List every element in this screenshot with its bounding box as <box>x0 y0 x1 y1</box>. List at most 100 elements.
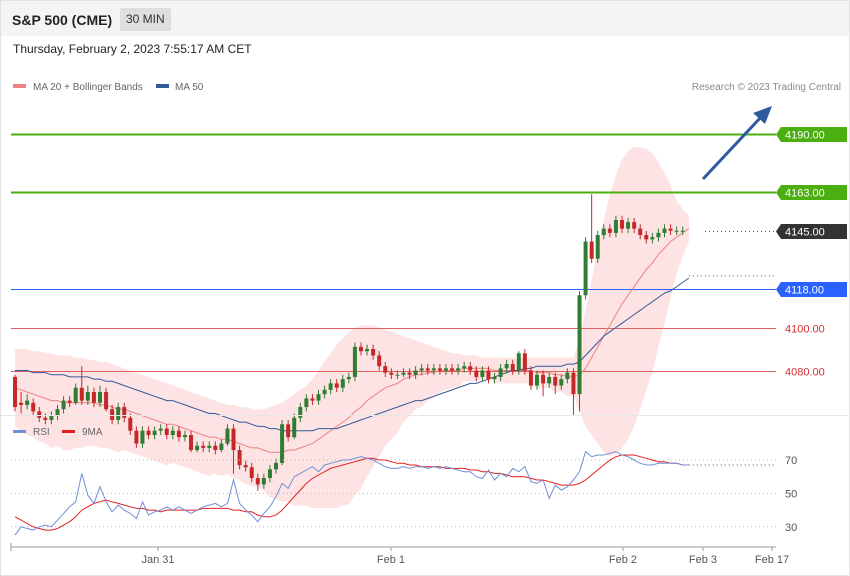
candle-body <box>280 424 285 463</box>
candle-body <box>498 368 503 377</box>
bollinger-band <box>15 146 689 509</box>
candle-body <box>668 228 673 231</box>
legend-rsi-swatch <box>13 430 26 433</box>
header-bar: S&P 500 (CME) 30 MIN <box>1 1 849 36</box>
candle-body <box>104 392 109 410</box>
candle-body <box>456 368 461 371</box>
level-label-4118.00: 4118.00 <box>785 285 824 297</box>
forecast-arrow <box>701 114 764 181</box>
candle-body <box>91 392 96 403</box>
candle-body <box>486 370 491 380</box>
level-label-4190.00: 4190.00 <box>785 130 825 142</box>
candle-body <box>680 230 685 232</box>
level-label-4100.00: 4100.00 <box>785 324 825 336</box>
instrument-title: S&P 500 (CME) <box>12 12 113 28</box>
candle-body <box>437 368 442 371</box>
candle-body <box>340 379 345 388</box>
candle-body <box>152 430 157 435</box>
candle-body <box>261 478 266 485</box>
candle-body <box>425 368 430 371</box>
candle-body <box>638 228 643 236</box>
candle-body <box>662 228 667 233</box>
level-label-4145.00: 4145.00 <box>785 227 825 239</box>
candle-body <box>528 370 533 386</box>
candle-body <box>632 222 637 229</box>
legend-ma20-label: MA 20 + Bollinger Bands <box>33 82 143 93</box>
ma50-line <box>15 277 690 432</box>
ma20-line <box>14 228 690 453</box>
candle-body <box>292 417 297 438</box>
x-tick-label: Feb 17 <box>755 554 789 566</box>
candle-body <box>401 372 406 375</box>
candle-body <box>613 220 618 233</box>
legend-rsi-ma-swatch <box>62 430 75 433</box>
candle-body <box>431 368 436 371</box>
rsi-level-label-30: 30 <box>785 522 797 534</box>
candle-body <box>146 430 151 435</box>
candle-body <box>595 235 600 259</box>
candle-body <box>195 445 200 451</box>
candle-body <box>79 387 84 401</box>
level-tag-4118.00 <box>776 282 847 297</box>
candle-body <box>589 241 594 259</box>
candle-body <box>298 407 303 418</box>
candle-body <box>522 353 527 371</box>
candle-body <box>480 370 485 377</box>
candle-body <box>365 349 370 352</box>
candle-body <box>316 394 321 401</box>
candle-body <box>97 392 102 403</box>
candle-body <box>419 368 424 371</box>
candle-body <box>516 353 521 371</box>
level-label-4080.00: 4080.00 <box>785 367 825 379</box>
candle-body <box>565 372 570 380</box>
candle-body <box>176 430 181 438</box>
candle-body <box>462 366 467 369</box>
candle-body <box>49 415 54 420</box>
candle-body <box>134 430 139 444</box>
candle-body <box>577 295 582 395</box>
candle-body <box>128 417 133 431</box>
candle-body <box>243 465 248 468</box>
candle-body <box>158 428 163 431</box>
candle-body <box>122 407 127 418</box>
candle-body <box>43 417 48 420</box>
candle-body <box>583 241 588 296</box>
legend-rsi-ma-label: 9MA <box>82 427 103 438</box>
candle-body <box>553 376 558 386</box>
candle-body <box>443 368 448 371</box>
candle-body <box>310 398 315 401</box>
candle-body <box>334 383 339 388</box>
candle-body <box>110 409 115 420</box>
candle-body <box>31 402 36 412</box>
candle-body <box>346 376 351 380</box>
candle-body <box>140 430 145 444</box>
candle-body <box>626 222 631 229</box>
candle-body <box>413 370 418 375</box>
candle-body <box>504 364 509 369</box>
candle-body <box>358 346 363 352</box>
legend-ma50-label: MA 50 <box>175 82 204 93</box>
candle-body <box>267 469 272 478</box>
candle-body <box>55 409 60 416</box>
candle-body <box>255 478 260 485</box>
candle-body <box>286 424 291 438</box>
candle-body <box>395 374 400 376</box>
candle-body <box>352 346 357 377</box>
timestamp: Thursday, February 2, 2023 7:55:17 AM CE… <box>13 42 252 56</box>
candle-body <box>37 411 42 418</box>
panel-divider <box>1 415 849 416</box>
candle-body <box>571 372 576 395</box>
candle-body <box>182 435 187 438</box>
candle-body <box>304 398 309 408</box>
candle-body <box>73 387 78 403</box>
candle-body <box>510 364 515 371</box>
candle-body <box>656 232 661 238</box>
candle-body <box>474 370 479 377</box>
interval-button[interactable]: 30 MIN <box>120 8 171 31</box>
level-tag-4145.00 <box>776 224 847 239</box>
candle-body <box>116 407 121 420</box>
legend-ma50-swatch <box>156 84 169 88</box>
credit-text: Research © 2023 Trading Central <box>692 82 841 93</box>
candle-body <box>19 402 24 405</box>
